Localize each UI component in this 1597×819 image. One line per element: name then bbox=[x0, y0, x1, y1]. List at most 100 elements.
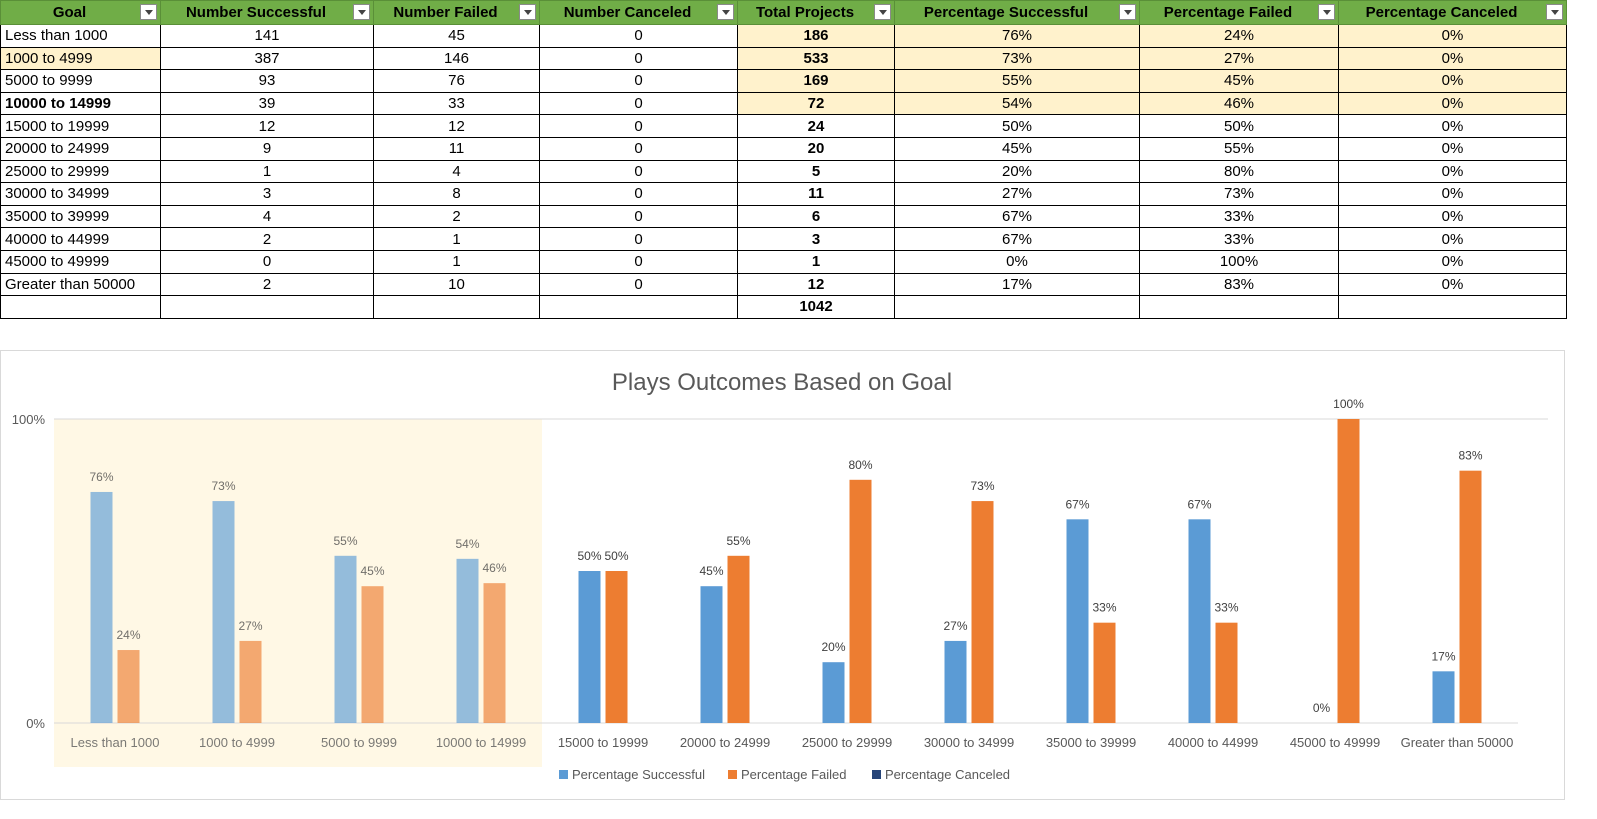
empty-cell[interactable] bbox=[539, 295, 738, 319]
value-cell[interactable]: 0 bbox=[539, 46, 738, 71]
value-cell[interactable]: 0 bbox=[539, 69, 738, 93]
value-cell[interactable]: 73% bbox=[894, 46, 1140, 71]
value-cell[interactable]: 54% bbox=[894, 91, 1140, 116]
value-cell[interactable]: 12 bbox=[737, 272, 895, 297]
empty-cell[interactable] bbox=[1139, 295, 1339, 319]
value-cell[interactable]: 0% bbox=[1338, 182, 1567, 206]
value-cell[interactable]: 0 bbox=[539, 159, 738, 184]
value-cell[interactable]: 24% bbox=[1139, 24, 1339, 48]
value-cell[interactable]: 33% bbox=[1139, 204, 1339, 229]
empty-cell[interactable] bbox=[160, 295, 374, 319]
value-cell[interactable]: 0 bbox=[539, 227, 738, 251]
value-cell[interactable]: 93 bbox=[160, 69, 374, 93]
value-cell[interactable]: 55% bbox=[1139, 136, 1339, 161]
value-cell[interactable]: 9 bbox=[160, 136, 374, 161]
column-header-2[interactable]: Number Failed bbox=[373, 0, 540, 25]
value-cell[interactable]: 24 bbox=[737, 114, 895, 138]
value-cell[interactable]: 50% bbox=[1139, 114, 1339, 138]
value-cell[interactable]: 3 bbox=[160, 182, 374, 206]
filter-dropdown-icon[interactable] bbox=[1546, 4, 1563, 20]
total-projects-cell[interactable]: 1042 bbox=[737, 295, 895, 319]
value-cell[interactable]: 67% bbox=[894, 204, 1140, 229]
value-cell[interactable]: 33 bbox=[373, 91, 540, 116]
empty-cell[interactable] bbox=[894, 295, 1140, 319]
value-cell[interactable]: 20% bbox=[894, 159, 1140, 184]
goal-cell[interactable]: 10000 to 14999 bbox=[0, 91, 161, 116]
value-cell[interactable]: 0 bbox=[539, 182, 738, 206]
value-cell[interactable]: 0 bbox=[539, 24, 738, 48]
value-cell[interactable]: 11 bbox=[373, 136, 540, 161]
value-cell[interactable]: 2 bbox=[373, 204, 540, 229]
value-cell[interactable]: 45% bbox=[1139, 69, 1339, 93]
filter-dropdown-icon[interactable] bbox=[1119, 4, 1136, 20]
value-cell[interactable]: 6 bbox=[737, 204, 895, 229]
value-cell[interactable]: 72 bbox=[737, 91, 895, 116]
value-cell[interactable]: 0 bbox=[539, 272, 738, 297]
value-cell[interactable]: 4 bbox=[160, 204, 374, 229]
filter-dropdown-icon[interactable] bbox=[1318, 4, 1335, 20]
filter-dropdown-icon[interactable] bbox=[717, 4, 734, 20]
column-header-5[interactable]: Percentage Successful bbox=[894, 0, 1140, 25]
goal-cell[interactable]: Less than 1000 bbox=[0, 24, 161, 48]
filter-dropdown-icon[interactable] bbox=[140, 4, 157, 20]
value-cell[interactable]: 12 bbox=[160, 114, 374, 138]
goal-cell[interactable]: 15000 to 19999 bbox=[0, 114, 161, 138]
value-cell[interactable]: 39 bbox=[160, 91, 374, 116]
goal-cell[interactable]: 45000 to 49999 bbox=[0, 249, 161, 274]
goal-cell[interactable]: 30000 to 34999 bbox=[0, 182, 161, 206]
value-cell[interactable]: 0% bbox=[894, 249, 1140, 274]
goal-cell[interactable]: 1000 to 4999 bbox=[0, 46, 161, 71]
goal-cell[interactable]: 40000 to 44999 bbox=[0, 227, 161, 251]
empty-cell[interactable] bbox=[373, 295, 540, 319]
goal-cell[interactable]: 35000 to 39999 bbox=[0, 204, 161, 229]
value-cell[interactable]: 0 bbox=[539, 249, 738, 274]
value-cell[interactable]: 0 bbox=[539, 91, 738, 116]
value-cell[interactable]: 8 bbox=[373, 182, 540, 206]
value-cell[interactable]: 10 bbox=[373, 272, 540, 297]
goal-cell[interactable]: 20000 to 24999 bbox=[0, 136, 161, 161]
value-cell[interactable]: 17% bbox=[894, 272, 1140, 297]
value-cell[interactable]: 1 bbox=[373, 227, 540, 251]
value-cell[interactable]: 80% bbox=[1139, 159, 1339, 184]
value-cell[interactable]: 0% bbox=[1338, 69, 1567, 93]
value-cell[interactable]: 1 bbox=[737, 249, 895, 274]
value-cell[interactable]: 20 bbox=[737, 136, 895, 161]
value-cell[interactable]: 0% bbox=[1338, 114, 1567, 138]
value-cell[interactable]: 45% bbox=[894, 136, 1140, 161]
value-cell[interactable]: 387 bbox=[160, 46, 374, 71]
value-cell[interactable]: 0 bbox=[539, 136, 738, 161]
value-cell[interactable]: 1 bbox=[160, 159, 374, 184]
value-cell[interactable]: 67% bbox=[894, 227, 1140, 251]
value-cell[interactable]: 0% bbox=[1338, 204, 1567, 229]
value-cell[interactable]: 27% bbox=[894, 182, 1140, 206]
bar-chart[interactable]: 0% 100% Plays Outcomes Based on Goal 76% 24%… bbox=[0, 350, 1565, 800]
value-cell[interactable]: 0% bbox=[1338, 91, 1567, 116]
value-cell[interactable]: 11 bbox=[737, 182, 895, 206]
value-cell[interactable]: 0 bbox=[539, 204, 738, 229]
value-cell[interactable]: 55% bbox=[894, 69, 1140, 93]
value-cell[interactable]: 4 bbox=[373, 159, 540, 184]
value-cell[interactable]: 76% bbox=[894, 24, 1140, 48]
value-cell[interactable]: 100% bbox=[1139, 249, 1339, 274]
value-cell[interactable]: 5 bbox=[737, 159, 895, 184]
value-cell[interactable]: 73% bbox=[1139, 182, 1339, 206]
value-cell[interactable]: 45 bbox=[373, 24, 540, 48]
value-cell[interactable]: 169 bbox=[737, 69, 895, 93]
value-cell[interactable]: 27% bbox=[1139, 46, 1339, 71]
value-cell[interactable]: 83% bbox=[1139, 272, 1339, 297]
value-cell[interactable]: 533 bbox=[737, 46, 895, 71]
value-cell[interactable]: 0% bbox=[1338, 249, 1567, 274]
empty-cell[interactable] bbox=[0, 295, 161, 319]
column-header-3[interactable]: Number Canceled bbox=[539, 0, 738, 25]
value-cell[interactable]: 0 bbox=[539, 114, 738, 138]
value-cell[interactable]: 0% bbox=[1338, 46, 1567, 71]
value-cell[interactable]: 146 bbox=[373, 46, 540, 71]
column-header-1[interactable]: Number Successful bbox=[160, 0, 374, 25]
filter-dropdown-icon[interactable] bbox=[353, 4, 370, 20]
value-cell[interactable]: 2 bbox=[160, 272, 374, 297]
value-cell[interactable]: 141 bbox=[160, 24, 374, 48]
value-cell[interactable]: 1 bbox=[373, 249, 540, 274]
value-cell[interactable]: 2 bbox=[160, 227, 374, 251]
goal-cell[interactable]: Greater than 50000 bbox=[0, 272, 161, 297]
goal-cell[interactable]: 5000 to 9999 bbox=[0, 69, 161, 93]
